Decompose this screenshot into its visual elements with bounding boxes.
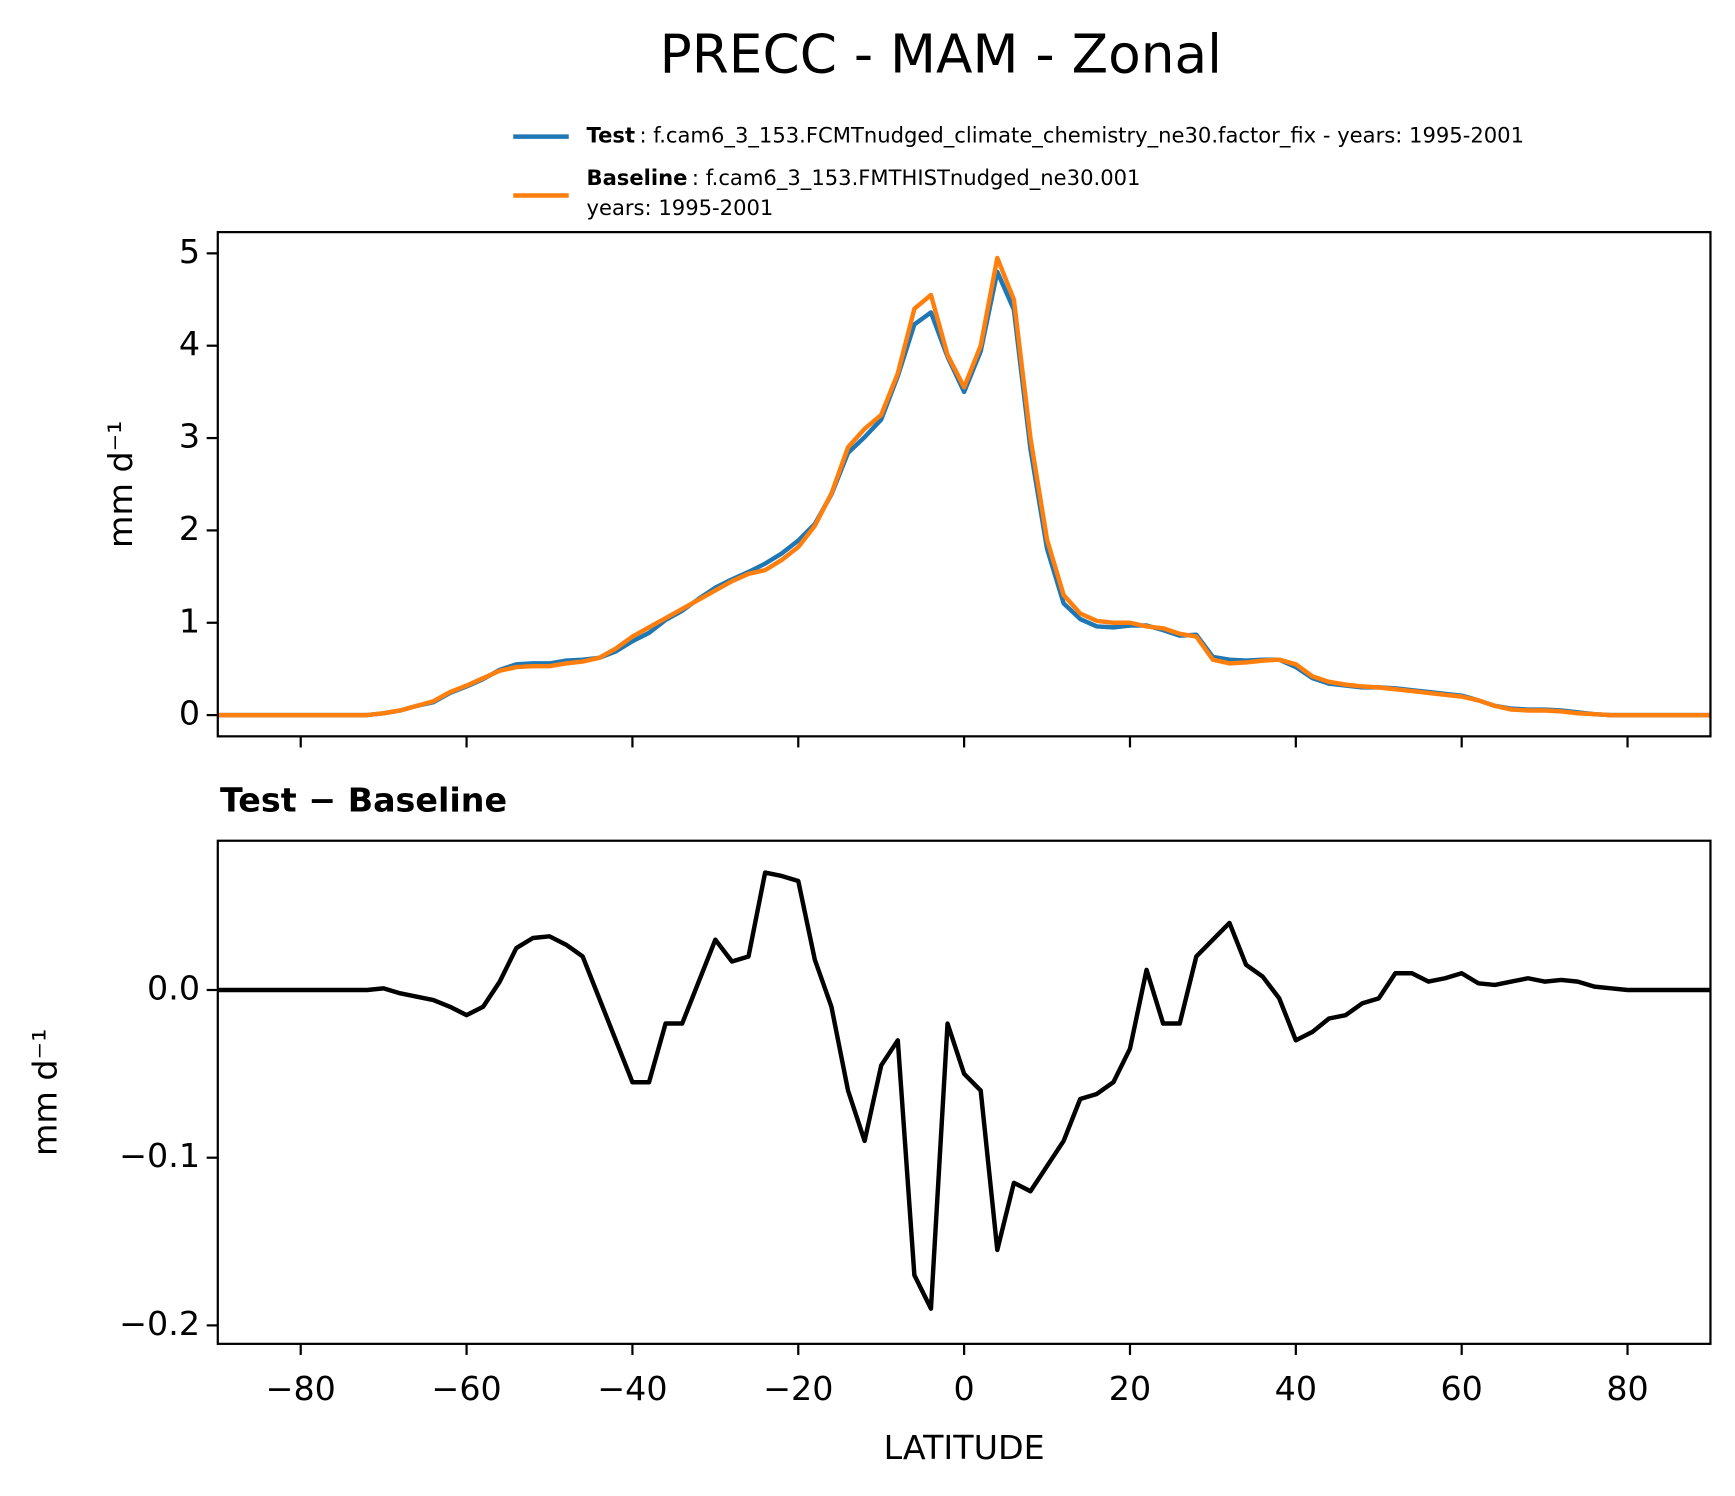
x-tick-label: 40 <box>1275 1369 1317 1408</box>
y-tick-label: 5 <box>179 232 200 271</box>
plot-area <box>217 870 1711 1311</box>
y-tick-label: −0.1 <box>119 1136 200 1175</box>
y-axis-label: mm d⁻¹ <box>101 420 140 548</box>
x-tick-label: 0 <box>954 1369 975 1408</box>
y-tick-label: 0 <box>179 694 200 733</box>
y-tick-label: 0.0 <box>147 968 200 1007</box>
plot-frame <box>216 231 1712 738</box>
figure-title: PRECC - MAM - Zonal <box>660 23 1222 85</box>
legend-name: Baseline <box>587 165 688 190</box>
y-tick-label: 2 <box>179 509 200 548</box>
x-tick-label: 80 <box>1606 1369 1648 1408</box>
y-tick-label: 1 <box>179 601 200 640</box>
y-tick-label: 4 <box>179 324 200 363</box>
legend-text: : f.cam6_3_153.FMTHISTnudged_ne30.001 <box>692 165 1141 191</box>
x-tick-label: 20 <box>1109 1369 1151 1408</box>
y-tick-label: 3 <box>179 417 200 456</box>
data-line <box>217 870 1711 1311</box>
legend-text: years: 1995-2001 <box>587 195 774 220</box>
data-line <box>217 269 1711 718</box>
legend-name: Test <box>587 123 636 148</box>
x-tick-label: −60 <box>431 1369 501 1408</box>
data-line <box>217 255 1711 718</box>
legend-text: : f.cam6_3_153.FCMTnudged_climate_chemis… <box>640 123 1525 149</box>
panel-title: Test − Baseline <box>220 780 507 819</box>
x-axis-label: LATITUDE <box>884 1428 1045 1467</box>
x-tick-label: 60 <box>1440 1369 1482 1408</box>
y-tick-label: −0.2 <box>119 1304 200 1343</box>
x-tick-label: −40 <box>597 1369 667 1408</box>
plot-frame <box>216 839 1712 1345</box>
x-tick-label: −80 <box>266 1369 336 1408</box>
y-axis-label: mm d⁻¹ <box>25 1029 64 1157</box>
plot-area <box>217 255 1711 718</box>
x-tick-label: −20 <box>763 1369 833 1408</box>
